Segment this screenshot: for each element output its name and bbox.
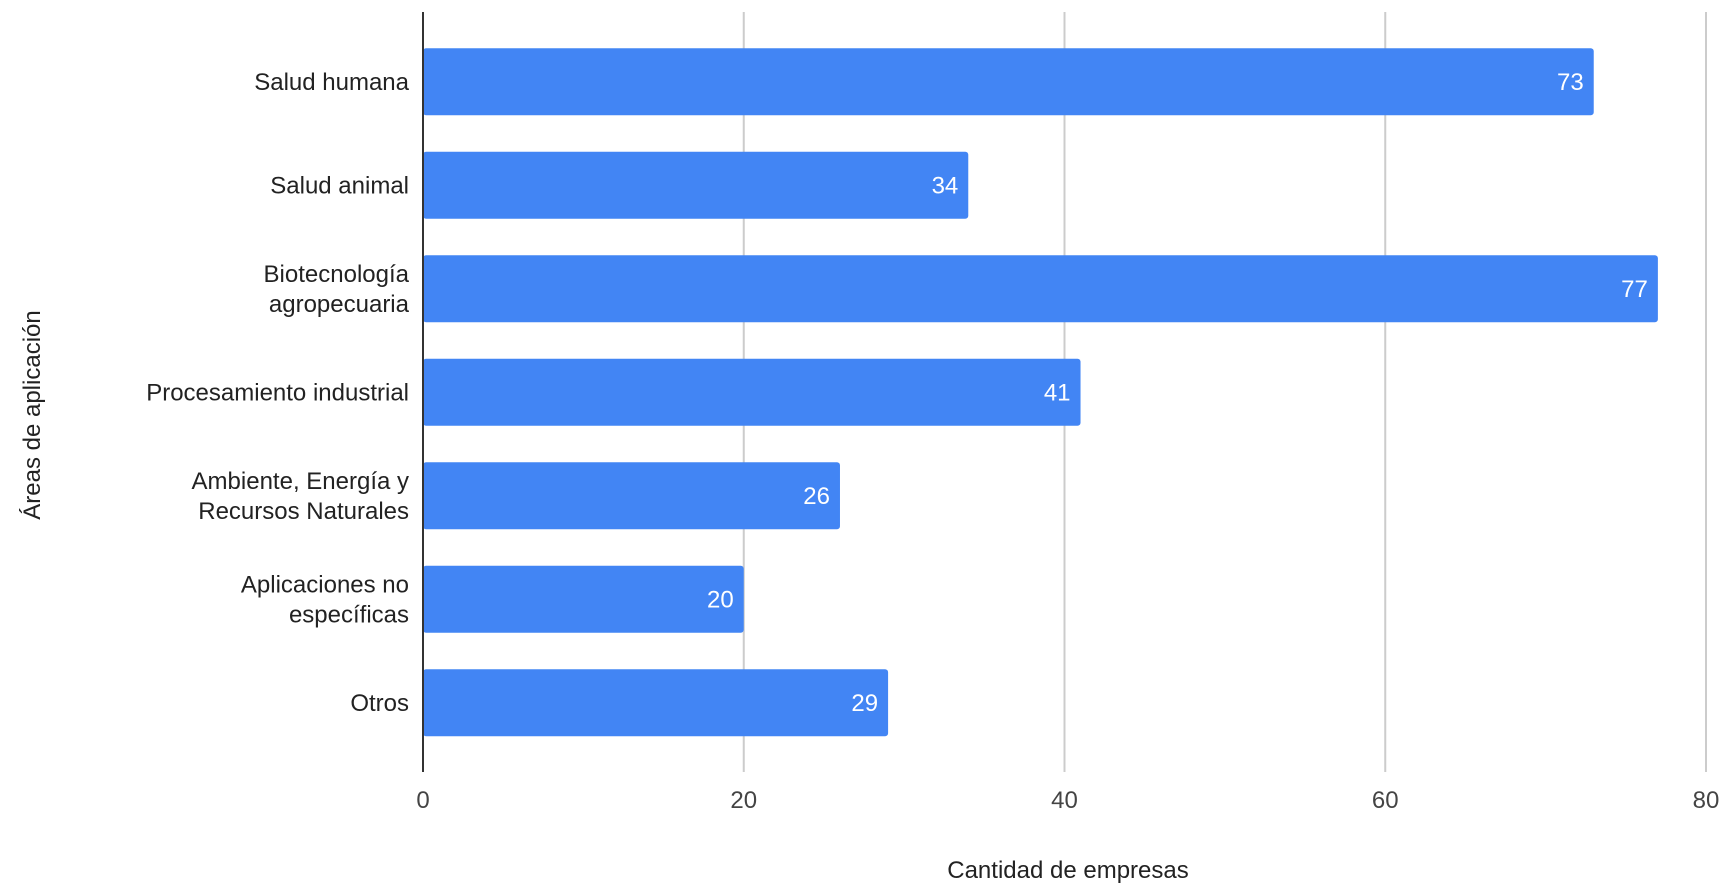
x-tick-label: 80 [1693,787,1720,814]
x-axis-title: Cantidad de empresas [947,857,1188,884]
bar [423,358,1081,426]
bar [423,255,1658,323]
category-labels: Salud humana Salud animal Biotecnología agr… [146,69,409,717]
x-tick-label: 40 [1051,787,1078,814]
x-tick-label: 60 [1372,787,1399,814]
bar [423,462,840,530]
bar-value-label: 77 [1621,276,1648,303]
bar [423,151,969,219]
category-label: Salud animal [270,172,409,199]
bar-value-label: 73 [1557,69,1584,96]
category-label: Ambiente, Energía y Recursos Naturales [192,468,409,525]
bar-value-label: 29 [851,690,878,717]
category-label: Salud humana [254,69,409,96]
bar-value-label: 26 [803,483,830,510]
category-label: Aplicaciones no específicas [241,571,409,628]
category-label: Otros [350,690,409,717]
x-tick-labels: 0 20 40 60 80 [416,787,1719,814]
bar-value-label: 41 [1044,379,1071,406]
bars [423,48,1658,737]
bar [423,669,889,737]
bar [423,48,1594,116]
x-tick-label: 0 [416,787,429,814]
x-tick-label: 20 [730,787,757,814]
category-label: Biotecnología agropecuaria [264,261,410,318]
data-labels: 73 34 77 41 26 20 29 [707,69,1648,717]
bar-value-label: 20 [707,586,734,613]
category-label: Procesamiento industrial [146,379,409,406]
y-axis-title: Áreas de aplicación [19,310,46,519]
bar-value-label: 34 [932,172,959,199]
bar [423,565,744,633]
